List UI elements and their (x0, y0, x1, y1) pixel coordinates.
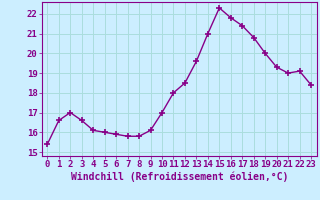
X-axis label: Windchill (Refroidissement éolien,°C): Windchill (Refroidissement éolien,°C) (70, 172, 288, 182)
